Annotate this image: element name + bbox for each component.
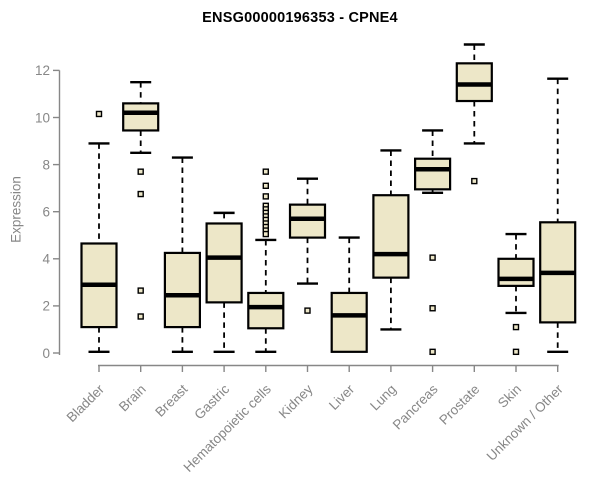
box [205, 222, 243, 304]
x-tick-label-prostate: Prostate [436, 382, 482, 428]
outlier-point [95, 110, 103, 118]
boxplot-prostate [455, 43, 493, 185]
outlier-point [137, 190, 144, 198]
boxplot-skin [497, 232, 535, 356]
outlier-point [137, 168, 144, 175]
boxplot-brain [122, 80, 160, 320]
boxplot-kidney [288, 177, 327, 314]
boxplot-pancreas [414, 129, 452, 356]
box [372, 194, 410, 279]
x-tick-label-liver: Liver [326, 381, 358, 413]
box [455, 62, 493, 103]
outlier-point [262, 230, 269, 238]
y-tick-label: 4 [42, 252, 50, 267]
y-tick-label: 12 [35, 63, 50, 78]
outlier-point [471, 177, 478, 185]
box [163, 251, 201, 329]
x-tick-label-breast: Breast [152, 381, 190, 419]
y-axis-label: Expression [8, 176, 24, 243]
box [414, 157, 452, 191]
x-tick-label-unknown-other: Unknown / Other [484, 381, 567, 464]
outlier-point [304, 307, 311, 314]
y-tick-label: 6 [42, 205, 50, 220]
outlier-point [137, 287, 144, 294]
boxplot-breast [163, 156, 201, 354]
boxplot-liver [330, 236, 368, 353]
boxplot-hematopoietic-cells [247, 168, 285, 354]
box [247, 291, 285, 330]
outlier-point [512, 323, 520, 331]
outlier-point [512, 348, 520, 356]
outlier-point [429, 305, 436, 312]
outlier-point [429, 254, 436, 261]
x-tick-label-brain: Brain [116, 382, 149, 415]
outlier-point [262, 168, 269, 175]
boxplot-gastric [205, 211, 243, 354]
boxplot-bladder [80, 110, 118, 354]
y-tick-label: 0 [42, 346, 50, 361]
chart-title: ENSG00000196353 - CPNE4 [202, 10, 398, 26]
y-tick-label: 10 [35, 110, 50, 125]
outlier-point [137, 313, 144, 320]
box [330, 291, 368, 353]
box [122, 102, 160, 132]
box [497, 257, 535, 287]
x-tick-label-skin: Skin [495, 382, 524, 411]
x-tick-label-gastric: Gastric [191, 381, 232, 422]
boxplot-lung [372, 149, 410, 331]
boxplot-unknown-other [539, 77, 577, 354]
box [288, 203, 327, 239]
x-tick-label-bladder: Bladder [64, 381, 108, 425]
outlier-point [262, 193, 269, 200]
x-tick-label-lung: Lung [367, 382, 399, 414]
x-tick-label-pancreas: Pancreas [390, 381, 441, 432]
y-tick-label: 8 [42, 157, 50, 172]
outlier-point [429, 348, 436, 356]
x-tick-label-kidney: Kidney [276, 381, 316, 421]
y-tick-label: 2 [42, 299, 50, 314]
outlier-point [262, 182, 269, 189]
